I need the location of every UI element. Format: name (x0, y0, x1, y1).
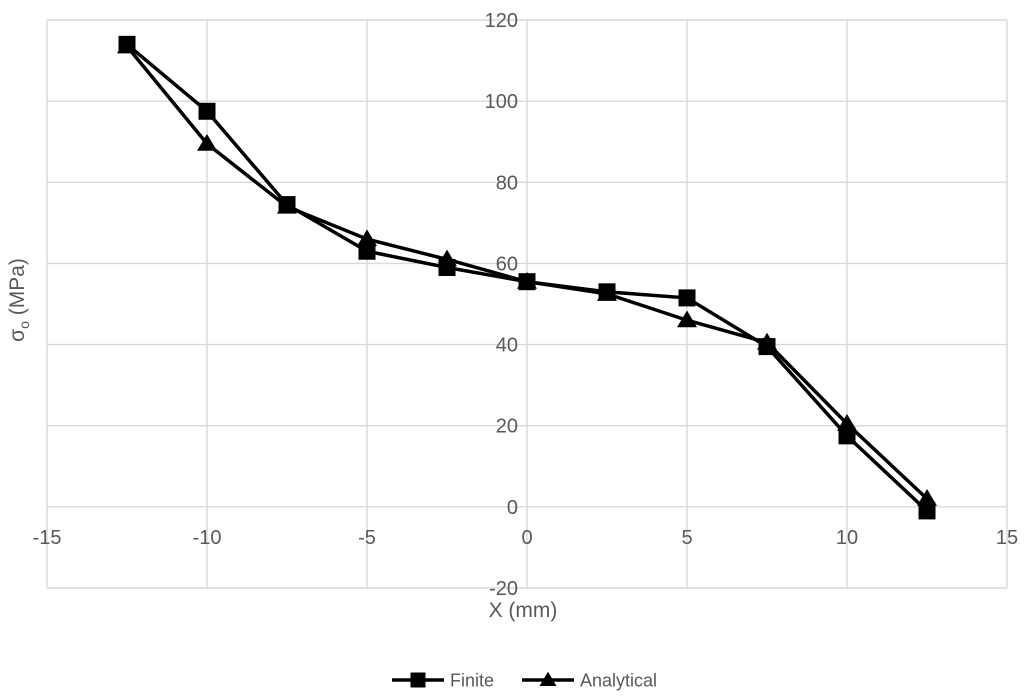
series-analytical-triangle-marker (357, 229, 377, 247)
y-axis-tick-label: 100 (485, 91, 518, 113)
x-axis-title: X (mm) (489, 599, 558, 622)
axis-tick-labels: -20 0 20 40 60 80 100 120 -15 -10 -5 0 5 10 15 (33, 10, 1019, 600)
legend-item-analytical: Analytical (522, 671, 657, 691)
series-finite-square-marker (438, 258, 456, 276)
x-axis-tick-label: 5 (681, 527, 692, 549)
x-axis-tick-label: 10 (836, 527, 858, 549)
series-finite-square-marker (918, 502, 936, 520)
legend-label-analytical: Analytical (580, 671, 657, 691)
x-axis-tick-label: -5 (358, 527, 376, 549)
series-finite-square-marker (278, 196, 296, 214)
series-finite-square-marker (118, 35, 136, 53)
y-axis-title: σo (MPa) (6, 258, 32, 342)
series-analytical-triangle-marker (837, 413, 857, 431)
legend: Finite Analytical (392, 671, 657, 691)
gridlines (46, 19, 1008, 589)
y-axis-tick-label: 80 (496, 172, 518, 194)
y-axis-tick-label: 120 (485, 10, 518, 32)
series-finite (118, 35, 936, 520)
y-axis-tick-label: 40 (496, 335, 518, 357)
legend-label-finite: Finite (450, 671, 494, 691)
series-finite-square-marker (198, 102, 216, 120)
x-axis-tick-label: -10 (193, 527, 222, 549)
series-analytical-triangle-marker (917, 488, 937, 506)
x-axis-tick-label: -15 (33, 527, 62, 549)
series-analytical-triangle-marker (677, 310, 697, 328)
series-group (117, 35, 937, 520)
legend-item-finite: Finite (392, 671, 494, 691)
legend-square-marker (410, 672, 426, 688)
legend-triangle-marker (539, 671, 557, 686)
y-axis-tick-label: 60 (496, 253, 518, 275)
series-finite-square-marker (758, 338, 776, 356)
series-finite-square-marker (518, 273, 536, 291)
x-axis-tick-label: 15 (996, 527, 1018, 549)
series-finite-square-marker (838, 427, 856, 445)
series-analytical-triangle-marker (197, 133, 217, 151)
series-finite-square-marker (678, 289, 696, 307)
series-finite-square-marker (598, 283, 616, 301)
x-axis-tick-label: 0 (521, 527, 532, 549)
y-axis-tick-label: 20 (496, 416, 518, 438)
series-finite-square-marker (358, 242, 376, 260)
y-axis-tick-label: 0 (507, 497, 518, 519)
y-axis-tick-label: -20 (489, 578, 518, 600)
